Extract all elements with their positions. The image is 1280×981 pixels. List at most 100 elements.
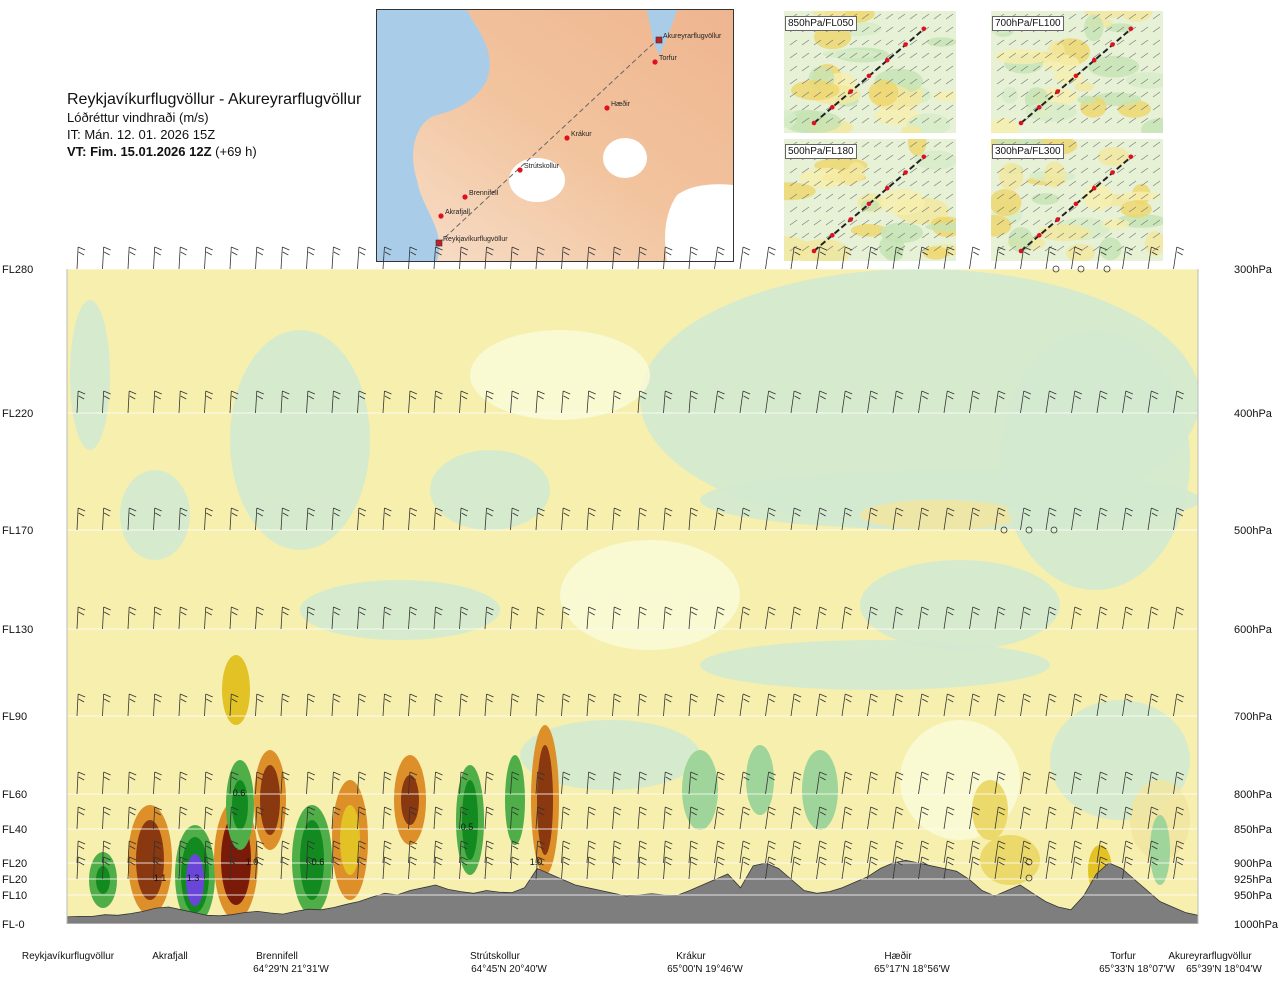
thumb-barb: [861, 154, 870, 161]
thumb-blob: [1043, 161, 1066, 188]
wind-barb-flag: [154, 856, 162, 861]
wind-barb-flag: [205, 771, 213, 776]
wind-barb-flag: [665, 861, 672, 866]
wind-barb-staff: [790, 806, 795, 830]
wind-barb-staff: [943, 606, 948, 630]
wind-barb-flag: [717, 512, 724, 517]
map-point-label: Akureyrarflugvöllur: [663, 33, 722, 40]
wind-barb-staff: [586, 771, 590, 795]
wind-barb-flag: [717, 246, 725, 251]
thumb-barb: [861, 219, 870, 226]
wind-barb-flag: [665, 845, 672, 850]
wind-barb-flag: [690, 246, 698, 251]
wind-barb-flag: [921, 606, 929, 611]
thumb-barb: [1044, 39, 1053, 46]
thumb-barb: [801, 78, 810, 85]
wind-barb-flag: [359, 776, 366, 781]
wind-barb-flag: [588, 856, 596, 861]
thumb-barb: [873, 219, 882, 226]
wind-barb-flag: [588, 776, 595, 781]
thumb-barb: [1032, 245, 1041, 252]
wind-barb-flag: [947, 861, 954, 866]
thumb-barb: [1104, 13, 1113, 20]
wind-barb-flag: [921, 806, 929, 811]
wind-barb-staff: [688, 806, 692, 830]
wind-barb-flag: [333, 606, 341, 611]
thumb-barb: [1128, 52, 1137, 59]
wind-barb-flag: [1075, 845, 1081, 850]
wind-barb-flag: [819, 856, 827, 861]
thumb-barb: [885, 141, 894, 148]
wind-barb-staff: [994, 606, 999, 630]
wind-barb-flag: [794, 512, 801, 517]
wind-barb-staff: [739, 771, 744, 795]
wind-barb-flag: [1176, 806, 1184, 811]
wind-barb-flag: [1125, 856, 1133, 861]
wind-barb-staff: [663, 840, 666, 864]
wind-barb-flag: [77, 806, 86, 811]
wind-barb-staff: [510, 856, 513, 880]
wind-barb-flag: [717, 698, 724, 703]
route-map: Akureyrarflugvöllur Torfur Hæðir Krákur Strú…: [376, 9, 734, 262]
thumb-barb: [1056, 91, 1065, 98]
contour-label: 0.5: [461, 822, 474, 832]
wind-barb-flag: [896, 771, 904, 776]
lee-wave-contour: [537, 745, 553, 855]
pressure-level-label: 950hPa: [1234, 890, 1273, 902]
thumb-barb: [1104, 39, 1113, 46]
thumb-barb: [825, 206, 834, 213]
wind-barb-staff: [433, 771, 436, 795]
wind-barb-staff: [459, 856, 462, 880]
wind-barb-staff: [1147, 507, 1152, 531]
wind-barb-flag: [871, 845, 877, 850]
wind-barb-flag: [870, 606, 878, 611]
wind-barb-flag: [768, 856, 776, 861]
wind-barb-staff: [943, 390, 948, 414]
wind-barb-flag: [409, 246, 418, 251]
thumb-blob: [1144, 231, 1163, 256]
wind-barb-flag: [333, 861, 340, 866]
wind-barb-flag: [1100, 507, 1108, 512]
thumb-barb: [897, 91, 906, 98]
wind-barb-staff: [484, 840, 487, 864]
wind-barb-flag: [154, 507, 162, 512]
wind-barb-flag: [435, 693, 443, 698]
thumb-barb: [897, 13, 906, 20]
wind-barb-flag: [1075, 861, 1081, 866]
thumb-blob: [991, 117, 1019, 133]
thumb-barb: [897, 39, 906, 46]
thumb-blob: [922, 246, 949, 260]
wind-barb-flag: [180, 395, 187, 400]
wind-barb-staff: [382, 840, 385, 864]
wind-barb-flag: [717, 806, 725, 811]
map-point-marker: [462, 194, 468, 200]
thumb-barb: [1140, 219, 1149, 226]
wind-barb-flag: [154, 246, 162, 251]
thumb-barb: [825, 52, 834, 59]
thumb-barb: [789, 39, 798, 46]
wind-barb-flag: [358, 246, 367, 251]
wind-barb-flag: [486, 611, 493, 616]
map-airport-marker: [655, 36, 663, 44]
thumb-barb: [1032, 78, 1041, 85]
wind-barb-staff: [535, 771, 538, 795]
wind-barb-flag: [819, 811, 826, 816]
wind-barb-flag: [896, 856, 904, 861]
thumb-barb: [861, 141, 870, 148]
wind-barb-staff: [484, 246, 487, 270]
wind-barb-flag: [486, 856, 494, 861]
wind-barb-flag: [614, 246, 622, 251]
wind-barb-flag: [1151, 390, 1159, 395]
wind-barb-flag: [845, 606, 853, 611]
wind-barb-flag: [665, 771, 673, 776]
thumb-barb: [885, 167, 894, 174]
wind-barb-flag: [205, 840, 213, 845]
wind-barb-flag: [972, 806, 980, 811]
wind-barb-flag: [845, 698, 852, 703]
wind-barb-staff: [357, 771, 360, 795]
station-name: Brennifell: [256, 951, 298, 962]
wind-barb-flag: [384, 251, 391, 256]
wind-barb-staff: [408, 856, 411, 880]
thumb-700: 700hPa/FL100: [991, 11, 1163, 133]
thumb-barb: [921, 39, 930, 46]
